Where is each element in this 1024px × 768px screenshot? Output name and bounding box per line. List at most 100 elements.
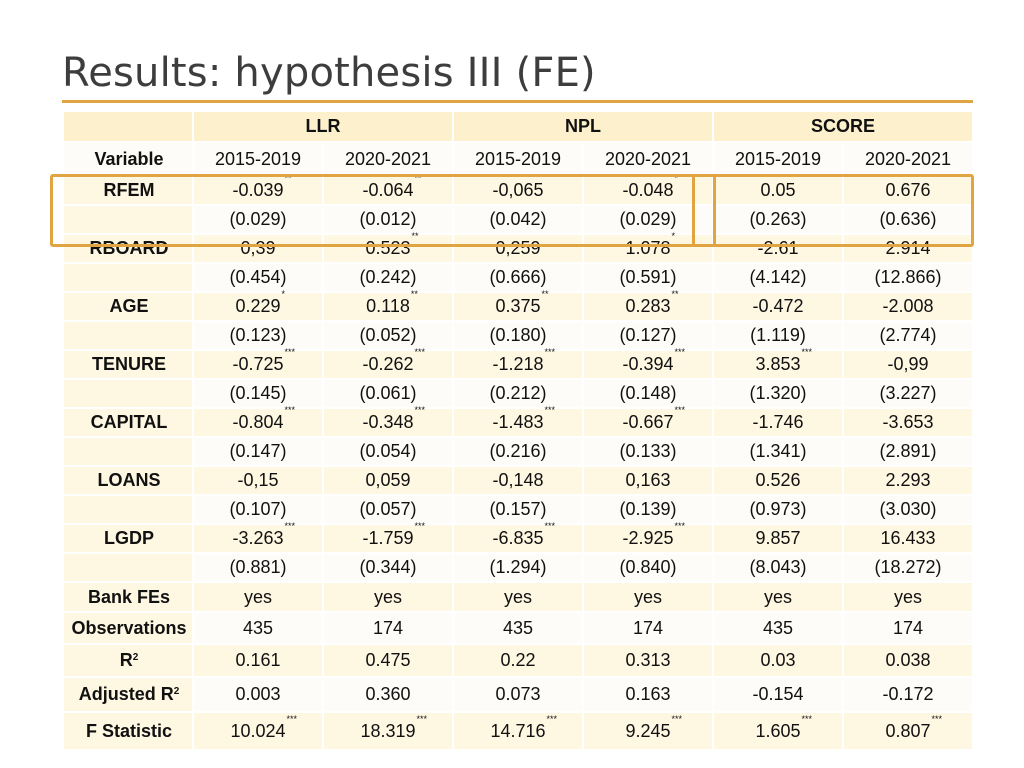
row-label-loans: LOANS <box>64 467 192 494</box>
table-cell: (0.133) <box>584 438 712 465</box>
cell-content: -1.746 <box>752 412 803 433</box>
cell-content: (0.054) <box>359 441 416 462</box>
cell-content: -0.048 * <box>622 174 678 201</box>
cell-content: (0.840) <box>619 557 676 578</box>
cell-content: (0.139) <box>619 499 676 520</box>
period-header: 2015-2019 <box>194 143 322 175</box>
cell-content: (0.212) <box>489 383 546 404</box>
cell-value: (0.042) <box>489 209 547 229</box>
cell-value: 435 <box>502 617 534 638</box>
row-label-bank-fes: Bank FEs <box>64 583 192 611</box>
significance-stars: *** <box>931 713 943 724</box>
cell-content: 1.078 * <box>625 232 675 259</box>
table-cell: 174 <box>324 613 452 643</box>
significance-stars: *** <box>284 347 296 357</box>
table-cell: (12.866) <box>844 264 972 291</box>
cell-content: -0.154 <box>752 684 803 705</box>
row-label-text: R <box>119 650 133 670</box>
table-cell: -0.348 *** <box>324 406 452 436</box>
table-cell: (0.147) <box>194 438 322 465</box>
significance-stars: ** <box>414 173 422 183</box>
period-header: 2020-2021 <box>584 143 712 175</box>
cell-value: 0,059 <box>365 470 411 490</box>
cell-content: yes <box>894 587 922 608</box>
table-row: Bank FEs yes yes yes yes yes yes <box>64 583 972 611</box>
row-label-empty <box>64 554 192 581</box>
cell-value: (0.973) <box>749 499 807 519</box>
cell-content: -1.218 *** <box>492 348 555 375</box>
table-cell: 9.245 *** <box>584 713 712 749</box>
cell-value: (0.057) <box>359 499 417 519</box>
cell-value: (0.666) <box>489 267 547 287</box>
cell-content: 0.03 <box>760 650 795 671</box>
table-cell: (0.042) <box>454 206 582 233</box>
table-cell: (0.127) <box>584 322 712 349</box>
cell-content: 0.05 <box>760 180 795 201</box>
table-cell: (1.320) <box>714 380 842 407</box>
table-cell: 2.914 <box>844 235 972 262</box>
cell-content: (0.123) <box>229 325 286 346</box>
table-row: (0.147) (0.054) (0.216) (0.133) (1.341) (2.89… <box>64 438 972 465</box>
table-cell: 0.360 <box>324 678 452 711</box>
cell-content: (0.344) <box>359 557 416 578</box>
cell-content: 0.22 <box>500 650 535 671</box>
table-cell: (8.043) <box>714 554 842 581</box>
cell-content: (0.148) <box>619 383 676 404</box>
significance-stars: *** <box>674 405 686 415</box>
cell-value: 0.375 <box>495 296 541 316</box>
table-cell: -1.746 <box>714 409 842 436</box>
row-label-text: RFEM <box>103 180 155 200</box>
table-cell: 1.605 *** <box>714 713 842 749</box>
cell-value: (0.454) <box>229 267 287 287</box>
table-cell: 435 <box>714 613 842 643</box>
row-label-text: Adjusted R <box>78 684 174 704</box>
cell-content: -0.667 *** <box>622 406 685 433</box>
cell-value: 0.03 <box>760 650 796 670</box>
cell-value: (2.891) <box>879 441 937 461</box>
cell-content: -0.472 <box>752 296 803 317</box>
cell-value: (1.320) <box>749 383 807 403</box>
table-cell: 1.078 * <box>584 232 712 262</box>
cell-value: (0.127) <box>619 325 677 345</box>
table-cell: (3.227) <box>844 380 972 407</box>
row-label-text: RBOARD <box>89 238 169 258</box>
cell-value: 0.073 <box>495 684 541 704</box>
table-cell: 435 <box>454 613 582 643</box>
significance-stars: *** <box>801 713 813 724</box>
cell-content: (0.454) <box>229 267 286 288</box>
table-row: (0.107) (0.057) (0.157) (0.139) (0.973) (3.03… <box>64 496 972 523</box>
cell-value: 16.433 <box>880 528 936 548</box>
cell-content: -0.039 ** <box>232 174 291 201</box>
significance-stars: ** <box>411 231 419 241</box>
table-cell: -2.61 <box>714 235 842 262</box>
cell-value: -1.483 <box>492 412 544 432</box>
table-row: TENURE -0.725 *** -0.262 *** -1.218 *** -0.394 *… <box>64 347 972 378</box>
table-cell: 2.293 <box>844 467 972 494</box>
cell-value: (0.133) <box>619 441 677 461</box>
table-cell: -6.835 *** <box>454 522 582 552</box>
table-cell: (0.881) <box>194 554 322 581</box>
cell-content: (0.881) <box>229 557 286 578</box>
row-label-text: TENURE <box>91 354 166 374</box>
row-label-text: CAPITAL <box>90 412 168 432</box>
cell-value: yes <box>633 586 662 607</box>
table-cell: (0.145) <box>194 380 322 407</box>
table-cell: yes <box>324 583 452 611</box>
cell-value: 0.118 <box>366 296 410 316</box>
cell-content: -0.804 *** <box>232 406 295 433</box>
table-row: (0.881) (0.344) (1.294) (0.840) (8.043) (18.2… <box>64 554 972 581</box>
cell-content: 0.360 <box>365 684 410 705</box>
table-cell: -3.263 *** <box>194 522 322 552</box>
table-cell: -0.804 *** <box>194 406 322 436</box>
cell-value: (0.052) <box>359 325 417 345</box>
table-cell: (0.139) <box>584 496 712 523</box>
significance-stars: *** <box>414 521 426 531</box>
cell-value: 0,163 <box>625 470 671 490</box>
row-label-text: F Statistic <box>85 720 173 741</box>
cell-value: (0.139) <box>619 499 677 519</box>
table-cell: -0.172 <box>844 678 972 711</box>
cell-value: 0.229 <box>235 296 281 316</box>
cell-content: (0.061) <box>359 383 416 404</box>
cell-value: -0.154 <box>752 684 804 704</box>
table-cell: 0.283 ** <box>584 290 712 320</box>
